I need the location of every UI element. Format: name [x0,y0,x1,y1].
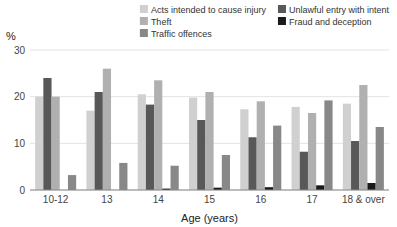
x-tick-label: 16 [255,194,267,205]
chart: Acts intended to cause injury Unlawful en… [0,0,397,227]
legend-swatch [140,29,148,37]
bar [68,175,76,190]
bar [292,107,300,190]
bar [316,185,324,190]
y-axis-label: % [6,30,16,42]
bar [103,69,111,190]
legend-label: Traffic offences [151,29,212,39]
legend-entry: Traffic offences [140,29,212,39]
x-tick-label: 15 [204,194,216,205]
legend-entry: Theft [140,17,172,27]
y-tick-label: 30 [14,45,26,56]
legend-label: Fraud and deception [289,17,372,27]
legend-swatch [140,17,148,25]
bar [154,80,162,190]
bar [138,94,146,190]
bar [205,92,213,190]
bar [86,111,94,190]
x-tick-label: 17 [307,194,319,205]
x-axis: 10-12 13 14 15 16 17 18 & over [30,190,389,205]
y-axis: 0 10 20 30 [14,45,26,196]
grid-line [30,190,389,191]
bar [197,120,205,190]
legend-entry: Fraud and deception [278,17,372,27]
bar [189,98,197,190]
y-tick-label: 0 [19,185,25,196]
bar [95,92,103,190]
bar [171,166,179,190]
grid [30,50,389,190]
bar [240,109,248,190]
x-tick-label: 13 [101,194,113,205]
y-tick-label: 10 [14,138,26,149]
y-tick-label: 20 [14,91,26,102]
legend-entry: Unlawful entry with intent [278,5,390,15]
bars [35,69,384,190]
bar [119,163,127,190]
legend-swatch [278,5,286,13]
bar [308,113,316,190]
x-tick-label: 18 & over [342,194,385,205]
legend-label: Theft [151,17,172,27]
bar [35,97,43,190]
bar [300,152,308,190]
bar [146,105,154,190]
bar [367,183,375,190]
legend: Acts intended to cause injury Unlawful en… [140,5,390,39]
bar [351,141,359,190]
bar [222,155,230,190]
x-axis-label: Age (years) [181,212,238,224]
legend-label: Unlawful entry with intent [289,5,390,15]
legend-swatch [140,5,148,13]
bar [376,127,384,190]
x-tick-label: 10-12 [43,194,69,205]
bar [257,101,265,190]
x-axis-line [30,190,389,191]
bar [273,126,281,190]
legend-entry: Acts intended to cause injury [140,5,267,15]
bar [43,78,51,190]
bar [52,97,60,190]
bar [248,137,256,190]
bar [359,85,367,190]
bar [343,104,351,190]
x-tick-label: 14 [153,194,165,205]
legend-label: Acts intended to cause injury [151,5,267,15]
grid-line [30,50,389,51]
legend-swatch [278,17,286,25]
bar [324,100,332,190]
